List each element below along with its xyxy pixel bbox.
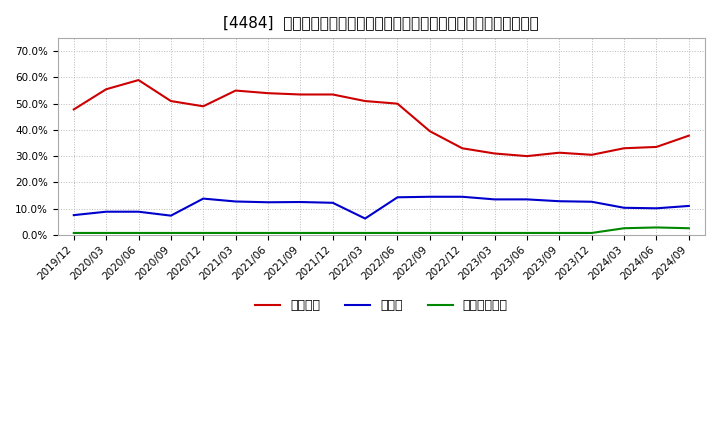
自己資本 <box>296 92 305 97</box>
のれん <box>523 197 531 202</box>
繰延税金資産 <box>328 230 337 235</box>
繰延税金資産 <box>296 230 305 235</box>
自己資本 <box>166 99 175 104</box>
のれん <box>231 199 240 204</box>
自己資本 <box>328 92 337 97</box>
繰延税金資産 <box>231 230 240 235</box>
自己資本 <box>458 146 467 151</box>
のれん <box>166 213 175 218</box>
自己資本 <box>102 87 110 92</box>
のれん <box>426 194 434 199</box>
のれん <box>588 199 596 205</box>
のれん <box>199 196 207 201</box>
のれん <box>296 199 305 205</box>
繰延税金資産 <box>426 230 434 235</box>
のれん <box>685 203 693 209</box>
のれん <box>134 209 143 214</box>
繰延税金資産 <box>588 230 596 235</box>
自己資本 <box>134 77 143 83</box>
のれん <box>555 198 564 204</box>
繰延税金資産 <box>166 230 175 235</box>
のれん <box>652 205 661 211</box>
繰延税金資産 <box>134 230 143 235</box>
繰延税金資産 <box>685 226 693 231</box>
のれん <box>393 194 402 200</box>
のれん <box>102 209 110 214</box>
Line: のれん: のれん <box>73 197 689 219</box>
自己資本 <box>393 101 402 106</box>
自己資本 <box>588 152 596 158</box>
自己資本 <box>231 88 240 93</box>
繰延税金資産 <box>69 230 78 235</box>
繰延税金資産 <box>490 230 499 235</box>
Line: 自己資本: 自己資本 <box>73 80 689 156</box>
自己資本 <box>490 151 499 156</box>
のれん <box>490 197 499 202</box>
自己資本 <box>555 150 564 155</box>
繰延税金資産 <box>555 230 564 235</box>
繰延税金資産 <box>393 230 402 235</box>
Legend: 自己資本, のれん, 繰延税金資産: 自己資本, のれん, 繰延税金資産 <box>250 294 513 317</box>
のれん <box>458 194 467 199</box>
繰延税金資産 <box>199 230 207 235</box>
Line: 繰延税金資産: 繰延税金資産 <box>73 227 689 233</box>
Title: [4484]  自己資本、のれん、繰延税金資産の総資産に対する比率の推移: [4484] 自己資本、のれん、繰延税金資産の総資産に対する比率の推移 <box>223 15 539 30</box>
繰延税金資産 <box>361 230 369 235</box>
のれん <box>620 205 629 210</box>
のれん <box>361 216 369 221</box>
自己資本 <box>426 128 434 134</box>
自己資本 <box>69 107 78 112</box>
繰延税金資産 <box>620 226 629 231</box>
繰延税金資産 <box>264 230 272 235</box>
繰延税金資産 <box>102 230 110 235</box>
繰延税金資産 <box>458 230 467 235</box>
のれん <box>328 200 337 205</box>
自己資本 <box>620 146 629 151</box>
自己資本 <box>264 91 272 96</box>
自己資本 <box>523 154 531 159</box>
繰延税金資産 <box>652 225 661 230</box>
自己資本 <box>361 99 369 104</box>
自己資本 <box>199 104 207 109</box>
自己資本 <box>652 144 661 150</box>
繰延税金資産 <box>523 230 531 235</box>
のれん <box>69 213 78 218</box>
のれん <box>264 200 272 205</box>
自己資本 <box>685 133 693 138</box>
